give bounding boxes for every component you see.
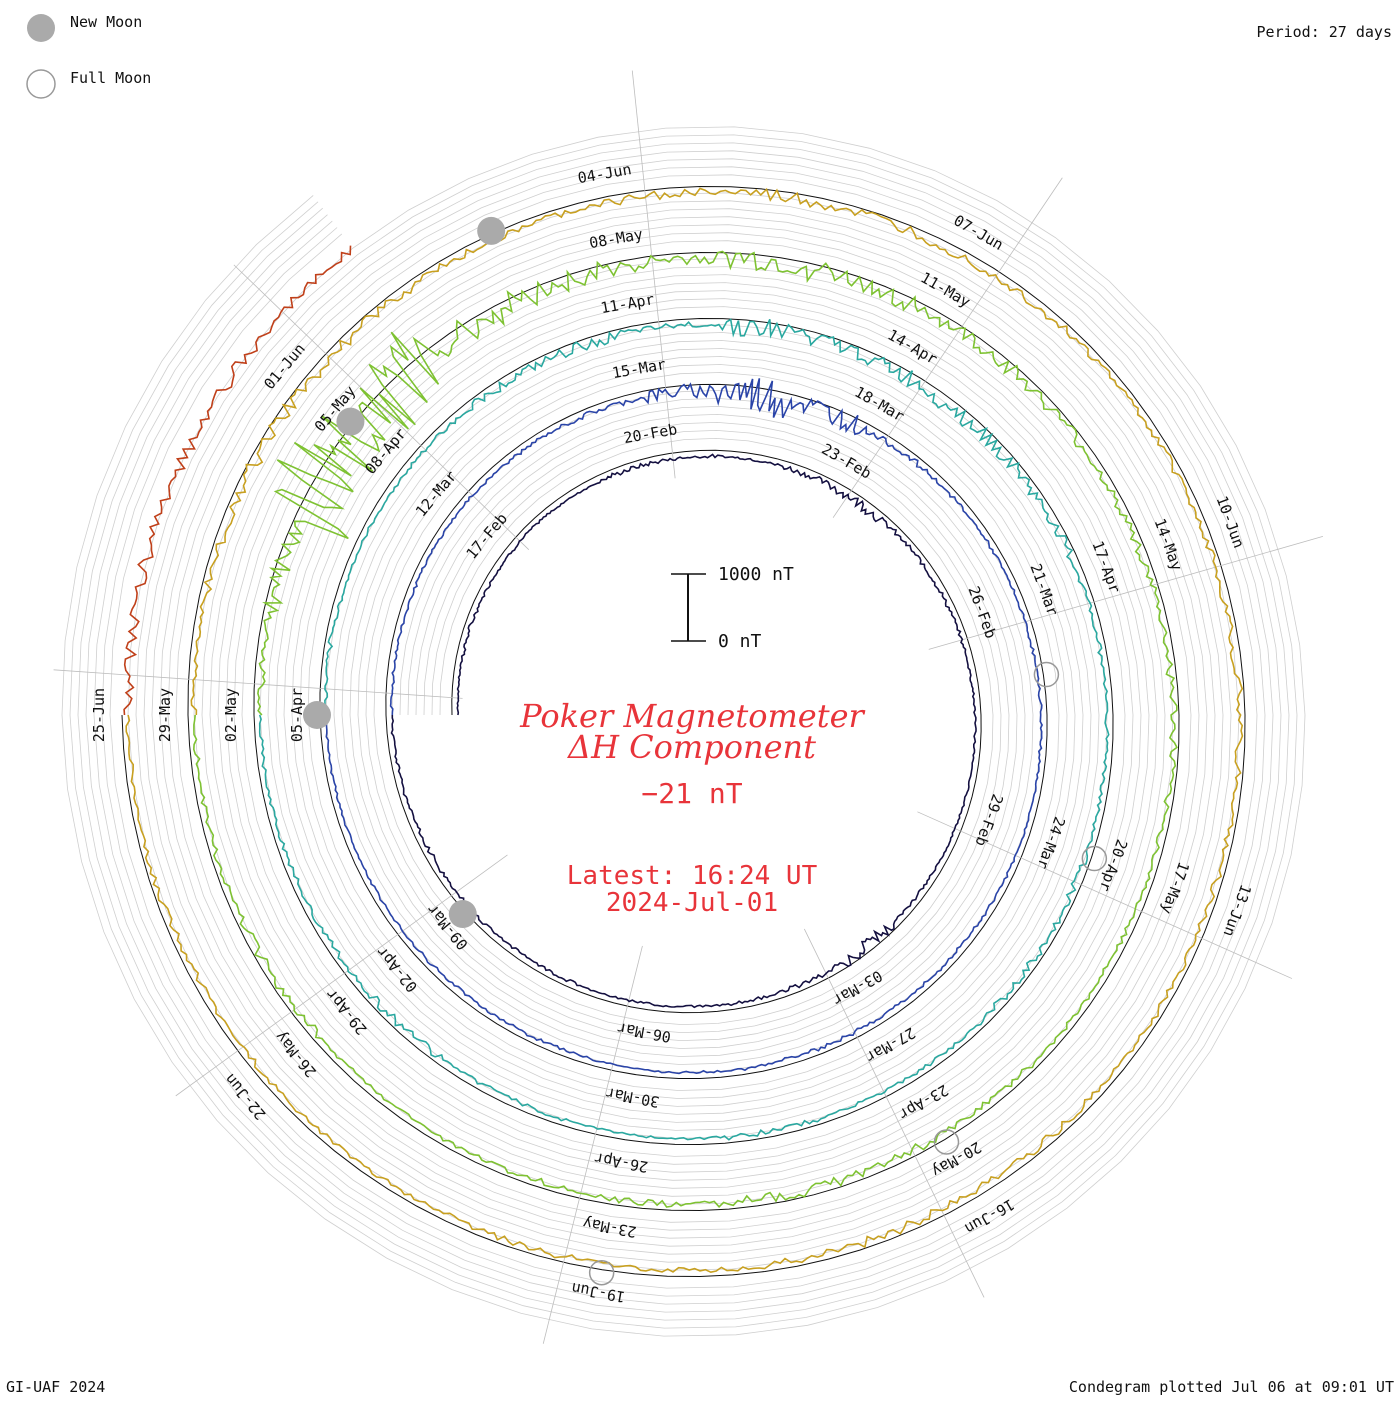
baseline-spiral	[385, 449, 982, 1014]
date-tick-label: 17-Feb	[462, 510, 511, 563]
date-tick-label: 20-Apr	[1096, 837, 1131, 894]
grid-arc	[109, 174, 1258, 1289]
scale-bar: 1000 nT 0 nT	[671, 564, 794, 652]
date-tick-label: 17-May	[1157, 859, 1192, 916]
full-moon-label: Full Moon	[70, 69, 152, 87]
date-tick-label: 11-May	[918, 268, 974, 311]
scale-bar-top-label: 1000 nT	[718, 564, 794, 585]
radial-spoke	[53, 669, 463, 699]
scale-bar-bottom-label: 0 nT	[718, 631, 762, 652]
period-label: Period: 27 days	[1256, 23, 1392, 41]
date-tick-label: 14-Apr	[885, 326, 941, 369]
new-moon-marker	[336, 407, 365, 436]
grid-arc	[85, 150, 1282, 1313]
grid-arc	[101, 166, 1266, 1297]
radial-spoke	[631, 70, 676, 479]
full-moon-marker	[588, 1259, 615, 1286]
baseline-spiral	[319, 383, 1048, 1079]
date-tick-label: 13-Jun	[1219, 882, 1254, 939]
chart-title-line1: Poker Magnetometer	[519, 697, 865, 735]
grid-arc	[93, 158, 1274, 1305]
baseline-spiral	[121, 185, 1246, 1278]
date-tick-label: 29-May	[156, 688, 174, 742]
date-tick-label: 04-Jun	[576, 160, 632, 187]
full-moon-marker	[933, 1129, 960, 1155]
date-tick-label: 24-Mar	[1033, 814, 1068, 871]
new-moon-marker	[448, 900, 477, 929]
date-tick-label: 08-May	[588, 225, 644, 252]
date-tick-label: 15-Mar	[611, 355, 667, 382]
series-line	[258, 318, 1110, 1141]
date-tick-label: 20-Feb	[622, 420, 678, 447]
radial-spoke	[917, 811, 1293, 979]
current-value: −21 nT	[641, 777, 742, 810]
date-tick-label: 07-Jun	[951, 211, 1007, 254]
date-tick-label: 18-Mar	[852, 383, 908, 426]
new-moon-marker	[303, 701, 331, 729]
baseline-spiral	[187, 251, 1180, 1212]
radial-spoke	[175, 854, 508, 1097]
chart-title-line2: ΔH Component	[566, 728, 816, 766]
full-moon-marker	[1081, 845, 1108, 872]
center-info: Poker Magnetometer ΔH Component −21 nT L…	[519, 697, 865, 918]
date-tick-label: 29-Feb	[971, 792, 1006, 849]
series-layer	[123, 187, 1244, 1274]
series-line	[324, 378, 1043, 1075]
new-moon-marker	[477, 216, 506, 245]
grid-arc	[77, 142, 1290, 1321]
radial-spoke	[832, 177, 1063, 518]
date-tick-label: 25-Jun	[90, 688, 108, 742]
date-tick-label: 23-Feb	[819, 440, 875, 483]
full-moon-marker	[1033, 661, 1060, 688]
grid-arc	[69, 134, 1298, 1329]
series-line	[390, 453, 977, 1009]
series-line	[192, 250, 1178, 1208]
spokes-layer	[53, 70, 1324, 1344]
date-tick-label: 11-Apr	[599, 290, 655, 317]
full-moon-icon	[26, 69, 56, 99]
date-tick-label: 05-Apr	[288, 688, 306, 742]
date-tick-label: 19-Jun	[570, 1279, 626, 1306]
series-line	[125, 187, 1244, 1274]
latest-date: 2024-Jul-01	[606, 888, 778, 918]
credit-label: GI-UAF 2024	[6, 1378, 106, 1396]
radial-spoke	[542, 945, 643, 1344]
moons-layer	[303, 216, 1108, 1286]
new-moon-icon	[27, 14, 55, 42]
new-moon-label: New Moon	[70, 13, 143, 31]
series-line	[123, 245, 352, 716]
date-tick-label: 02-May	[222, 688, 240, 742]
baseline-spiral	[253, 317, 1114, 1146]
radial-spoke	[233, 264, 530, 550]
radial-spoke	[928, 536, 1324, 650]
latest-time: Latest: 16:24 UT	[567, 861, 818, 891]
plotted-label: Condegram plotted Jul 06 at 09:01 UT	[1068, 1378, 1394, 1396]
radial-spoke	[803, 928, 985, 1298]
